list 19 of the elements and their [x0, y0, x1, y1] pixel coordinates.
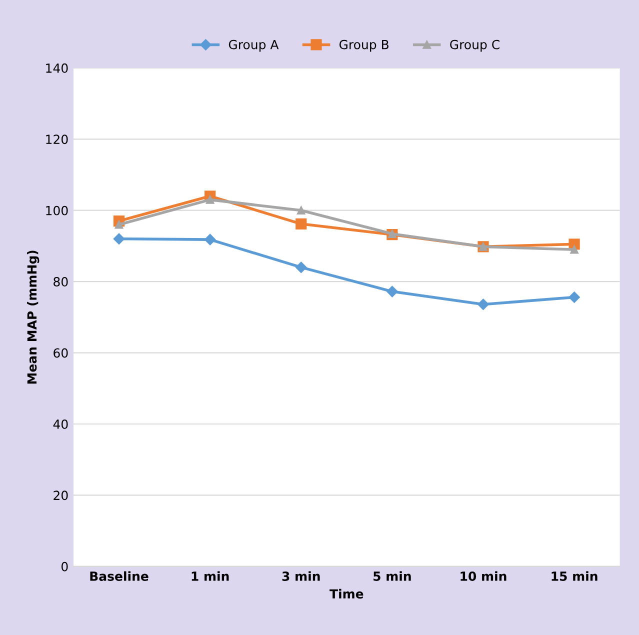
y-axis-title: Mean MAP (mmHg): [27, 250, 40, 384]
legend-label: Group C: [450, 40, 500, 52]
y-tick-label: 100: [46, 206, 68, 216]
x-tick-label: Baseline: [90, 571, 148, 581]
x-tick-label: 15 min: [552, 571, 598, 581]
x-tick-label: 5 min: [374, 571, 411, 581]
x-tick-label: 10 min: [460, 571, 506, 581]
y-tick-label: 40: [53, 419, 68, 429]
y-tick-label: 60: [54, 348, 68, 358]
x-tick-label: 3 min: [282, 571, 320, 581]
y-tick-label: 120: [46, 134, 68, 144]
legend-label: Group A: [228, 40, 279, 52]
y-tick-label: 20: [54, 490, 68, 500]
y-tick-label: 140: [46, 63, 68, 73]
x-axis-title: Time: [330, 588, 364, 599]
y-tick-label: 80: [54, 277, 68, 287]
legend-label: Group B: [339, 40, 388, 52]
y-tick-label: 0: [61, 562, 68, 572]
x-tick-label: 1 min: [192, 571, 229, 581]
